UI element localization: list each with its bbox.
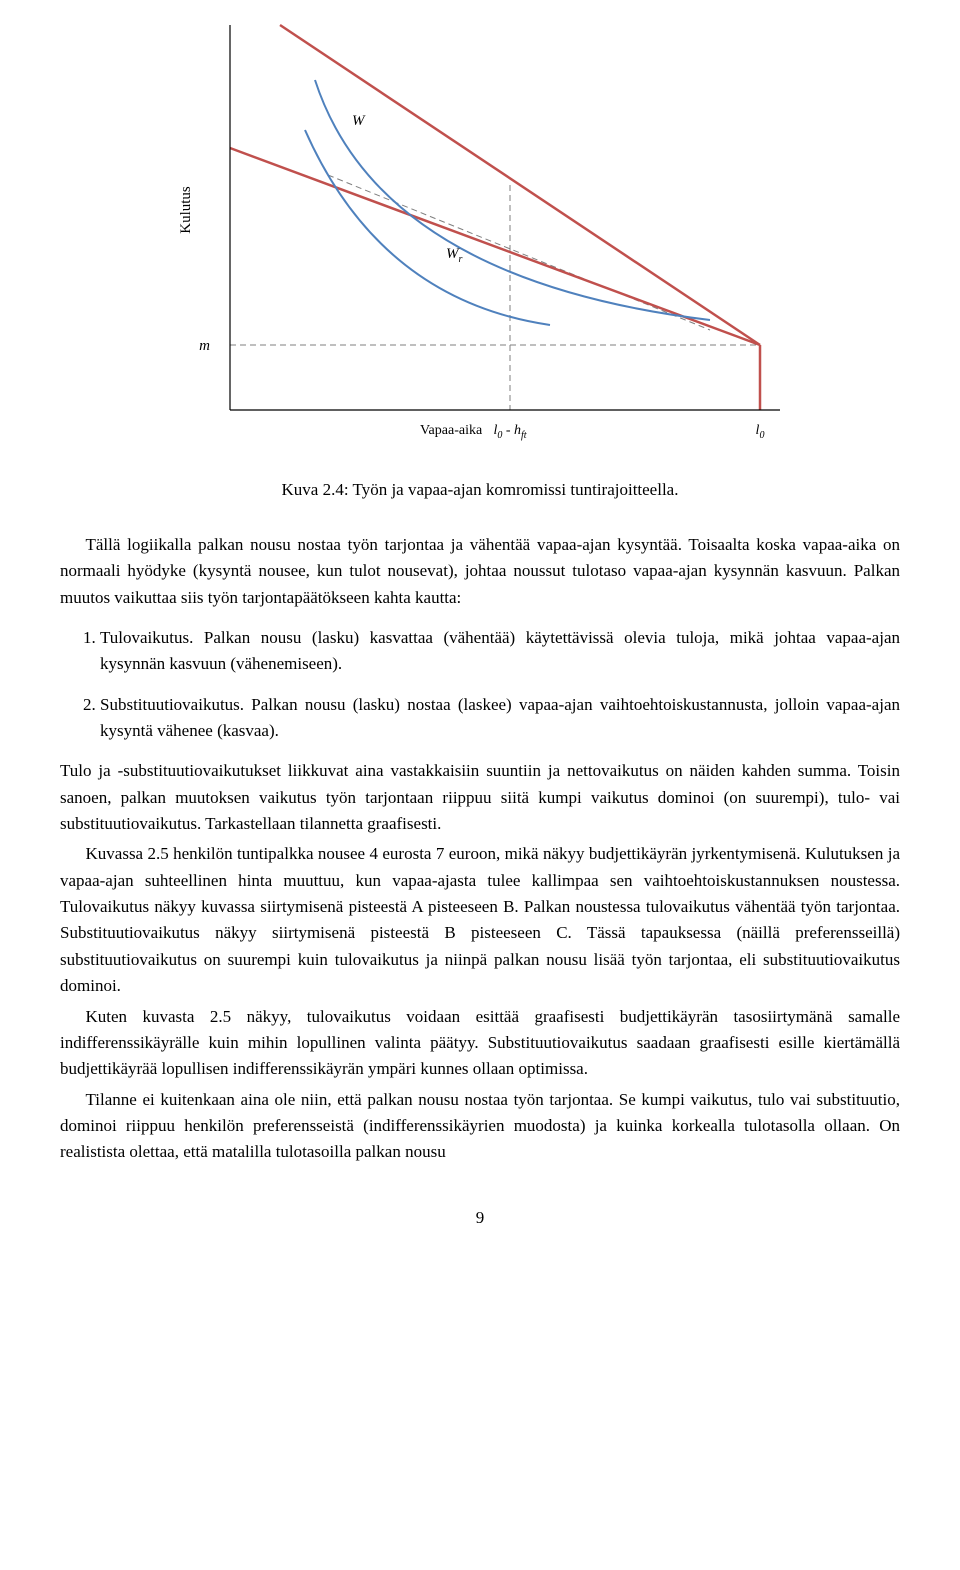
- page-number: 9: [60, 1208, 900, 1228]
- list-item: Tulovaikutus. Palkan nousu (lasku) kasva…: [100, 625, 900, 678]
- svg-text:l0: l0: [756, 423, 765, 441]
- svg-text:Kulutus: Kulutus: [178, 186, 194, 234]
- svg-text:W: W: [352, 113, 366, 129]
- numbered-list: Tulovaikutus. Palkan nousu (lasku) kasva…: [60, 625, 900, 744]
- list-item: Substituutiovaikutus. Palkan nousu (lask…: [100, 692, 900, 745]
- figure-container: KulutusmVapaa-aikaWWrl0 - hftl0: [60, 0, 900, 480]
- svg-text:l0 - hft: l0 - hft: [493, 423, 526, 441]
- economics-diagram: KulutusmVapaa-aikaWWrl0 - hftl0: [150, 10, 810, 460]
- body-paragraph: Tilanne ei kuitenkaan aina ole niin, ett…: [60, 1087, 900, 1166]
- svg-text:Vapaa-aika: Vapaa-aika: [420, 423, 483, 438]
- figure-caption: Kuva 2.4: Työn ja vapaa-ajan komromissi …: [60, 480, 900, 500]
- body-paragraph: Tällä logiikalla palkan nousu nostaa työ…: [60, 532, 900, 611]
- svg-text:m: m: [199, 338, 210, 354]
- body-paragraph: Kuvassa 2.5 henkilön tuntipalkka nousee …: [60, 841, 900, 999]
- body-paragraph: Kuten kuvasta 2.5 näkyy, tulovaikutus vo…: [60, 1004, 900, 1083]
- body-paragraph: Tulo ja -substituutiovaikutukset liikkuv…: [60, 758, 900, 837]
